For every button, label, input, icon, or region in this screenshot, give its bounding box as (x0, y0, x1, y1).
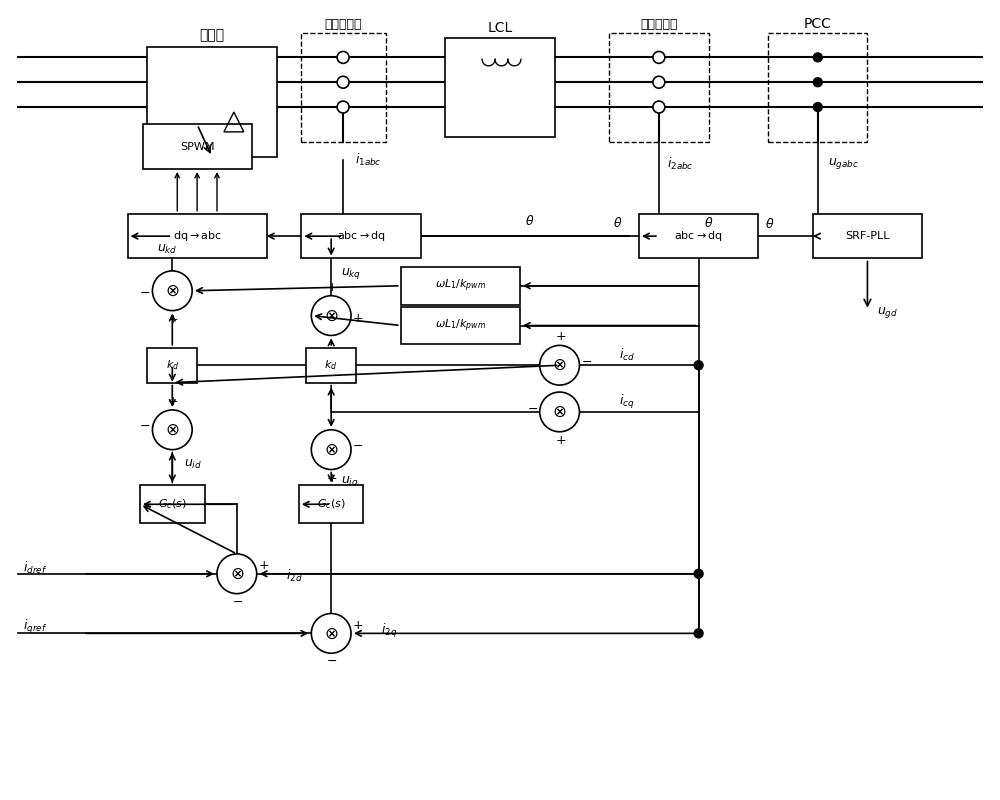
Circle shape (653, 51, 665, 63)
Text: +: + (168, 395, 179, 408)
Circle shape (694, 361, 703, 370)
Text: 逆变器: 逆变器 (199, 29, 225, 42)
Bar (768, 33, 867, 142)
Circle shape (813, 102, 822, 111)
Text: SPWM: SPWM (180, 142, 214, 152)
Text: $\omega L_1/k_{pwm}$: $\omega L_1/k_{pwm}$ (435, 318, 486, 334)
Text: $u_{gd}$: $u_{gd}$ (877, 305, 898, 320)
Circle shape (694, 570, 703, 578)
Circle shape (311, 614, 351, 654)
Circle shape (152, 410, 192, 450)
Text: −: − (233, 596, 243, 609)
Text: LCL: LCL (487, 21, 513, 34)
Circle shape (337, 51, 349, 63)
Circle shape (311, 296, 351, 335)
Text: $\otimes$: $\otimes$ (324, 441, 338, 458)
Text: +: + (555, 330, 566, 343)
Text: −: − (581, 356, 592, 369)
Circle shape (540, 346, 579, 385)
Text: $i_{qref}$: $i_{qref}$ (23, 618, 48, 637)
Bar (128, 214, 267, 258)
Text: −: − (140, 287, 150, 300)
Circle shape (813, 53, 822, 62)
Text: $\theta$: $\theta$ (765, 217, 775, 231)
Circle shape (217, 554, 257, 594)
Text: PCC: PCC (804, 17, 832, 30)
Circle shape (311, 430, 351, 470)
Text: dq$\rightarrow$abc: dq$\rightarrow$abc (173, 229, 222, 243)
Text: $\otimes$: $\otimes$ (230, 565, 244, 582)
Text: −: − (353, 440, 364, 453)
Text: $k_d$: $k_d$ (166, 358, 179, 372)
Circle shape (653, 101, 665, 113)
Text: $u_{kq}$: $u_{kq}$ (341, 266, 361, 281)
Text: $\otimes$: $\otimes$ (165, 421, 180, 438)
Bar (301, 214, 421, 258)
Text: $u_{gabc}$: $u_{gabc}$ (828, 156, 859, 171)
Text: $G_c(s)$: $G_c(s)$ (317, 498, 346, 511)
Text: +: + (259, 559, 269, 572)
Text: abc$\rightarrow$dq: abc$\rightarrow$dq (674, 229, 723, 243)
Circle shape (653, 76, 665, 88)
Text: 逆变侧电流: 逆变侧电流 (325, 18, 362, 30)
Text: $i_{2d}$: $i_{2d}$ (286, 568, 303, 584)
Text: $\otimes$: $\otimes$ (552, 356, 567, 374)
Bar (299, 486, 363, 523)
Text: 并网侧电流: 并网侧电流 (640, 18, 678, 30)
Text: −: − (527, 402, 538, 415)
Text: +: + (353, 312, 364, 325)
Bar (445, 38, 555, 137)
Text: +: + (555, 434, 566, 446)
Bar (609, 33, 709, 142)
Bar (140, 486, 205, 523)
Bar (306, 348, 356, 382)
Bar (143, 125, 252, 169)
Bar (401, 267, 520, 305)
Bar (147, 348, 197, 382)
Text: +: + (327, 471, 337, 485)
Text: $\theta$: $\theta$ (257, 216, 267, 230)
Circle shape (337, 76, 349, 88)
Text: abc$\rightarrow$dq: abc$\rightarrow$dq (337, 229, 385, 243)
Text: $u_{kd}$: $u_{kd}$ (157, 243, 178, 256)
Text: $i_{2abc}$: $i_{2abc}$ (667, 156, 693, 172)
Text: −: − (327, 655, 337, 668)
Circle shape (337, 101, 349, 113)
Circle shape (152, 271, 192, 310)
Text: $i_{dref}$: $i_{dref}$ (23, 560, 48, 576)
Bar (301, 33, 386, 142)
Bar (401, 306, 520, 344)
Text: $\otimes$: $\otimes$ (552, 403, 567, 421)
Text: +: + (353, 619, 364, 632)
Text: $\otimes$: $\otimes$ (324, 624, 338, 642)
Bar (813, 214, 922, 258)
Text: $\omega L_1/k_{pwm}$: $\omega L_1/k_{pwm}$ (435, 278, 486, 294)
Text: $i_{cd}$: $i_{cd}$ (619, 347, 635, 363)
Text: $\otimes$: $\otimes$ (324, 306, 338, 325)
Text: $\theta$: $\theta$ (613, 216, 622, 230)
Text: +: + (168, 313, 179, 326)
Text: $u_{iq}$: $u_{iq}$ (341, 474, 359, 489)
Text: $\otimes$: $\otimes$ (165, 282, 180, 300)
Text: $u_{id}$: $u_{id}$ (184, 458, 202, 471)
Text: −: − (140, 420, 150, 434)
Text: $i_{2q}$: $i_{2q}$ (381, 622, 397, 640)
Text: $G_c(s)$: $G_c(s)$ (158, 498, 187, 511)
Bar (147, 47, 277, 157)
Text: $\theta$: $\theta$ (525, 214, 534, 228)
Text: $k_d$: $k_d$ (324, 358, 338, 372)
Text: $i_{cq}$: $i_{cq}$ (619, 393, 635, 411)
Text: $i_{1abc}$: $i_{1abc}$ (355, 152, 382, 168)
Text: $\theta$: $\theta$ (704, 216, 713, 230)
Text: SRF-PLL: SRF-PLL (845, 231, 890, 241)
Circle shape (540, 392, 579, 432)
Text: +: + (327, 281, 337, 294)
Circle shape (813, 78, 822, 86)
Circle shape (694, 629, 703, 638)
Bar (639, 214, 758, 258)
